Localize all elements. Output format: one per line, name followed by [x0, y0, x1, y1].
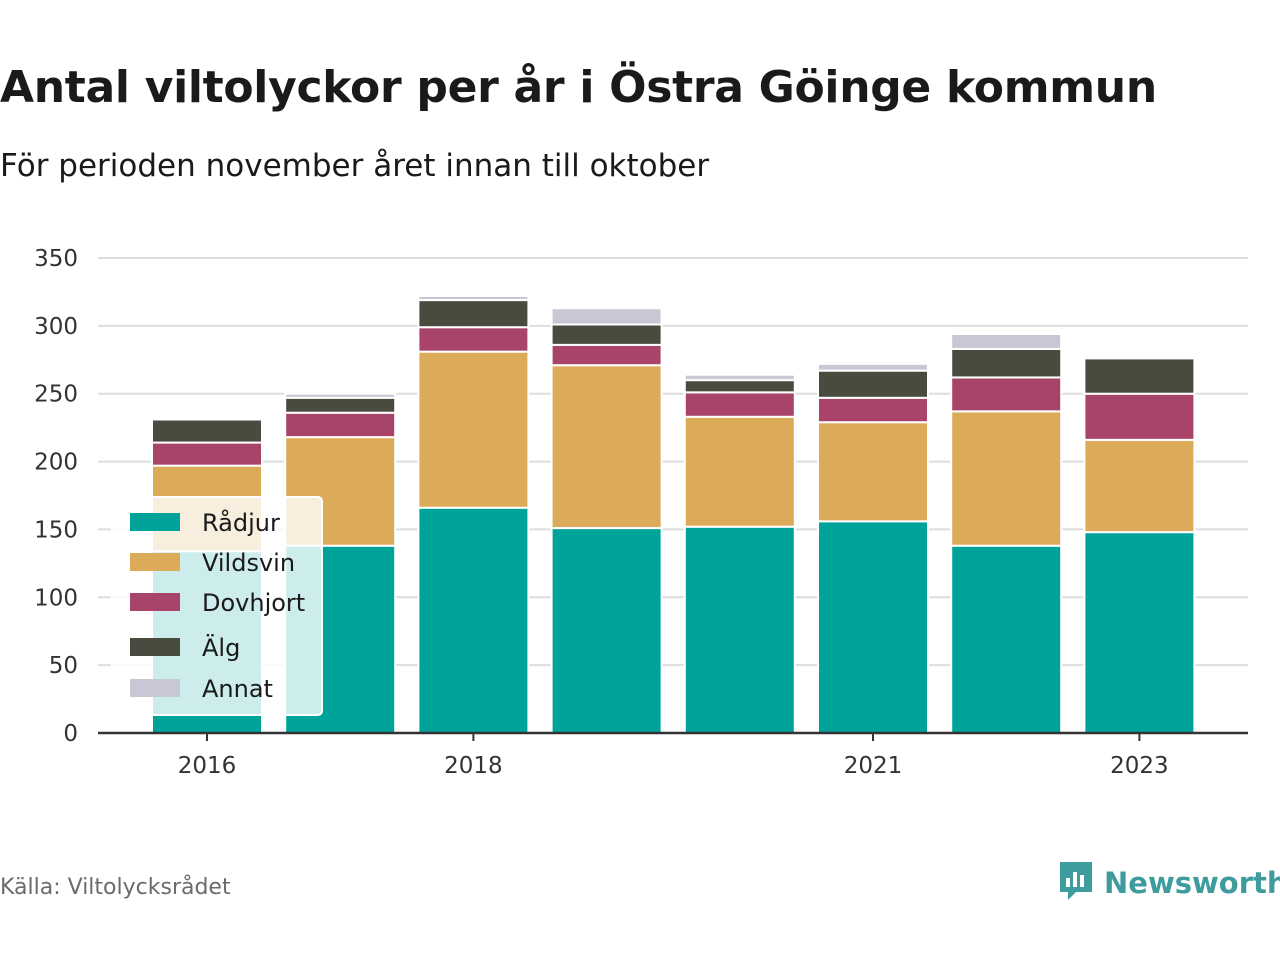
y-tick-label: 150: [34, 517, 78, 543]
bar-segment-älg: [284, 396, 397, 414]
legend-label: Annat: [202, 675, 273, 703]
bar-segment-vildsvin: [1083, 438, 1196, 534]
legend-swatch-annat: [130, 679, 180, 697]
legend-swatch-vildsvin: [130, 553, 180, 571]
bar-segment-rådjur: [683, 525, 796, 735]
newsworthy-logo-icon: [1058, 860, 1094, 906]
bar-segment-älg: [950, 347, 1063, 379]
bar-segment-vildsvin: [817, 421, 929, 523]
bar-segment-rådjur: [550, 527, 663, 734]
bar-segment-annat: [550, 307, 663, 326]
legend-label: Älg: [202, 633, 240, 662]
x-tick-label: 2018: [444, 753, 503, 779]
y-tick-label: 300: [34, 314, 78, 340]
x-tick-label: 2016: [178, 753, 237, 779]
brand-name: Newsworthy: [1104, 866, 1280, 900]
bar-segment-älg: [683, 379, 796, 394]
bar-segment-rådjur: [1083, 531, 1196, 735]
bar-segment-dovhjort: [550, 343, 663, 367]
x-tick-label: 2021: [844, 753, 903, 779]
bar-segment-annat: [417, 295, 530, 302]
bar-segment-vildsvin: [683, 415, 796, 528]
y-tick-label: 0: [63, 721, 78, 747]
y-axis-ticks: 0 50 100 150 200 250 300 350: [34, 246, 78, 747]
legend: Rådjur Vildsvin Dovhjort Älg Annat: [111, 496, 323, 716]
brand[interactable]: Newsworthy: [1058, 860, 1280, 906]
bar-segment-annat: [950, 333, 1063, 350]
bar-segment-rådjur: [417, 506, 530, 735]
chart-title: Antal viltolyckor per år i Östra Göinge …: [0, 62, 1157, 113]
legend-swatch-rådjur: [130, 513, 180, 531]
chart-subtitle: För perioden november året innan till ok…: [0, 148, 710, 184]
bar-segment-dovhjort: [284, 411, 397, 439]
stacked-bar-chart: 0 50 100 150 200 250 300 350 2016 2018 2021 2023 R…: [34, 246, 1248, 779]
source-note: Källa: Viltolycksrådet: [0, 875, 231, 900]
bar-segment-annat: [683, 373, 796, 382]
bar-segment-annat: [284, 392, 397, 399]
bar-segment-dovhjort: [1083, 392, 1196, 441]
legend-swatch-dovhjort: [130, 593, 180, 611]
bar-segment-vildsvin: [417, 350, 530, 509]
y-tick-label: 50: [49, 653, 78, 679]
x-tick-label: 2023: [1110, 753, 1169, 779]
bar-segment-vildsvin: [550, 364, 663, 530]
bar-segment-dovhjort: [151, 441, 263, 467]
y-tick-label: 100: [34, 585, 78, 611]
bar-segment-annat: [817, 362, 929, 372]
bar-segment-dovhjort: [817, 396, 929, 424]
legend-label: Rådjur: [202, 508, 280, 537]
bar-segment-dovhjort: [417, 326, 530, 353]
y-tick-label: 250: [34, 382, 78, 408]
bar-segment-älg: [550, 323, 663, 346]
bar-segment-älg: [417, 299, 530, 329]
legend-box: [111, 496, 323, 716]
bar-segment-älg: [151, 418, 263, 444]
legend-label: Dovhjort: [202, 589, 305, 617]
legend-swatch-älg: [130, 638, 180, 656]
bar-segment-vildsvin: [950, 410, 1063, 547]
legend-label: Vildsvin: [202, 549, 295, 577]
y-tick-label: 350: [34, 246, 78, 272]
bar-segment-rådjur: [950, 544, 1063, 735]
y-tick-label: 200: [34, 450, 78, 476]
bar-segment-älg: [817, 369, 929, 399]
bar-segment-älg: [1083, 357, 1196, 395]
bar-segment-rådjur: [817, 520, 929, 734]
bar-segment-dovhjort: [950, 376, 1063, 413]
bar-segment-dovhjort: [683, 391, 796, 418]
x-axis-ticks: 2016 2018 2021 2023: [178, 733, 1169, 779]
